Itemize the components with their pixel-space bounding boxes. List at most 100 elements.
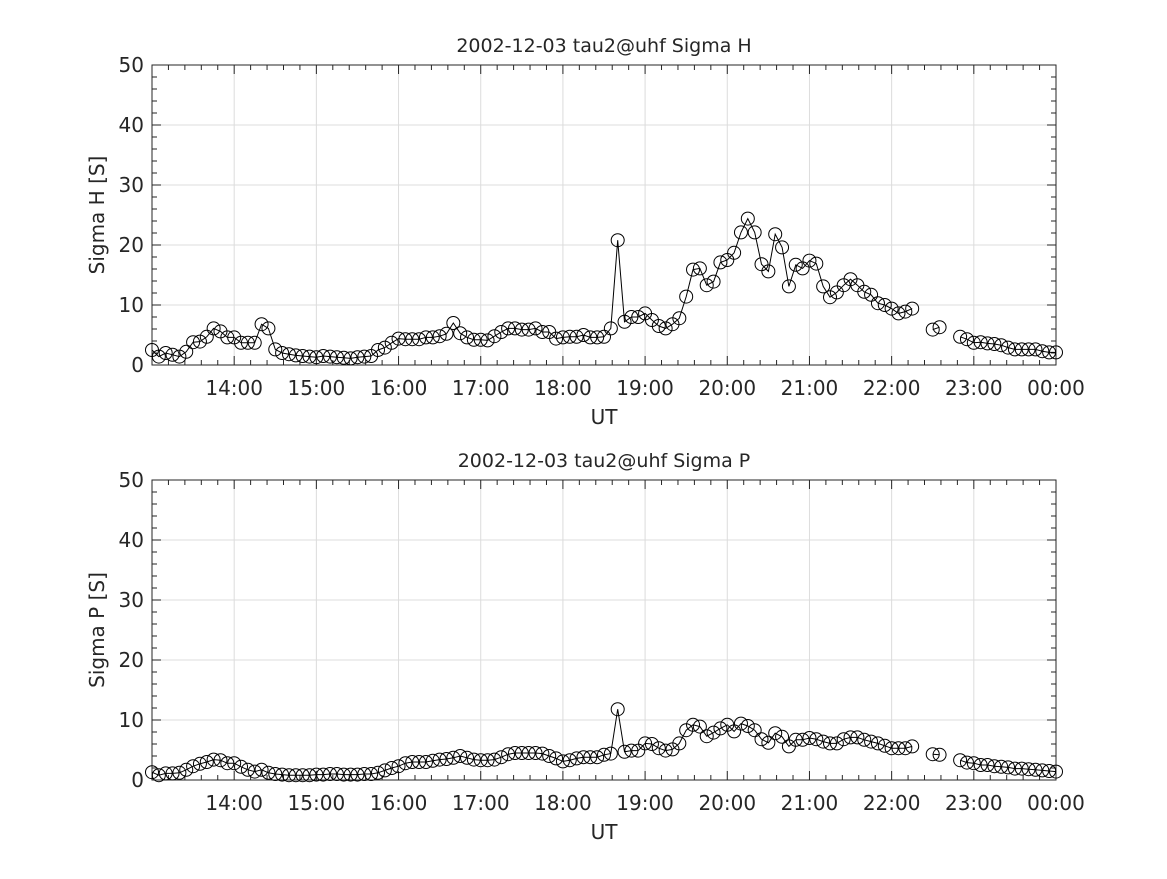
data-point [788, 257, 803, 272]
data-point [158, 346, 173, 360]
data-point [823, 290, 837, 305]
y-tick-label: 40 [119, 528, 144, 552]
data-point [425, 330, 440, 345]
data-point [418, 330, 433, 345]
data-point [453, 749, 468, 763]
data-point [706, 274, 721, 289]
data-point [487, 752, 502, 767]
data-point [473, 332, 488, 347]
data-point [234, 335, 249, 350]
data-point [439, 752, 454, 766]
data-point [316, 349, 331, 363]
data-point [576, 750, 591, 765]
x-tick-label: 18:00 [534, 376, 592, 400]
data-point [254, 317, 269, 332]
data-point [583, 750, 598, 765]
data-point [295, 768, 310, 783]
data-point [603, 321, 618, 336]
y-tick-label: 0 [131, 353, 144, 377]
data-point [959, 755, 974, 770]
data-point [295, 349, 310, 363]
data-point [658, 743, 673, 758]
data-point [172, 765, 187, 780]
data-point [877, 738, 892, 753]
chart-title: 2002-12-03 tau2@uhf Sigma P [458, 450, 751, 472]
data-point [781, 279, 796, 294]
data-point [254, 762, 269, 777]
data-point [343, 351, 358, 366]
data-point [870, 296, 885, 311]
data-point [864, 287, 879, 302]
data-point [432, 329, 447, 344]
data-point [631, 310, 646, 324]
data-point [980, 758, 995, 772]
data-point [507, 321, 522, 336]
data-point [699, 278, 714, 293]
data-point [466, 332, 481, 347]
data-point [418, 755, 433, 769]
data-point [453, 326, 468, 341]
data-point [473, 753, 488, 768]
data-point [672, 736, 687, 751]
data-point [644, 737, 659, 751]
data-point [713, 721, 728, 736]
data-point [795, 732, 810, 747]
data-point [1028, 762, 1043, 777]
data-point [747, 225, 762, 240]
data-point [569, 329, 584, 344]
data-point [192, 756, 207, 771]
data-point [624, 310, 639, 324]
data-point [384, 761, 399, 775]
data-point [151, 349, 166, 364]
data-point [1014, 342, 1029, 357]
data-point [398, 756, 413, 771]
x-tick-label: 15:00 [288, 791, 346, 815]
data-point [391, 759, 406, 774]
data-point [617, 744, 632, 759]
data-point [898, 741, 913, 756]
data-point [761, 264, 776, 279]
x-tick-label: 18:00 [534, 791, 592, 815]
x-tick-label: 00:00 [1027, 376, 1085, 400]
data-point [186, 335, 201, 350]
data-point [884, 741, 899, 756]
data-point [1049, 764, 1063, 779]
data-point [412, 332, 427, 347]
x-tick-label: 17:00 [452, 376, 510, 400]
data-point [562, 329, 577, 344]
data-point [275, 767, 290, 782]
data-point [528, 321, 543, 336]
data-point [371, 343, 385, 357]
data-point [740, 719, 755, 733]
data-point [377, 763, 392, 778]
data-point [549, 751, 564, 766]
data-point [480, 333, 495, 348]
x-tick-label: 14:00 [205, 791, 263, 815]
data-point [336, 350, 351, 365]
data-point [350, 767, 365, 782]
y-tick-label: 30 [119, 588, 144, 612]
data-point [686, 262, 701, 277]
data-point [973, 758, 988, 772]
data-point [747, 723, 762, 738]
data-point [987, 759, 1002, 774]
data-point [994, 338, 1009, 353]
x-tick-label: 22:00 [863, 376, 921, 400]
data-point [761, 735, 776, 750]
x-tick-label: 21:00 [781, 791, 839, 815]
data-point [966, 335, 981, 350]
data-point [535, 746, 550, 761]
data-point [905, 301, 920, 316]
data-point [1001, 760, 1016, 775]
data-point [1049, 345, 1063, 360]
data-point [1042, 764, 1057, 778]
data-point [562, 753, 577, 768]
data-point [179, 762, 194, 777]
data-point [651, 319, 666, 333]
data-point [973, 335, 988, 350]
data-point [165, 347, 180, 362]
data-point [932, 320, 947, 335]
data-point [549, 331, 564, 346]
data-point [932, 747, 947, 762]
data-point [768, 227, 783, 242]
